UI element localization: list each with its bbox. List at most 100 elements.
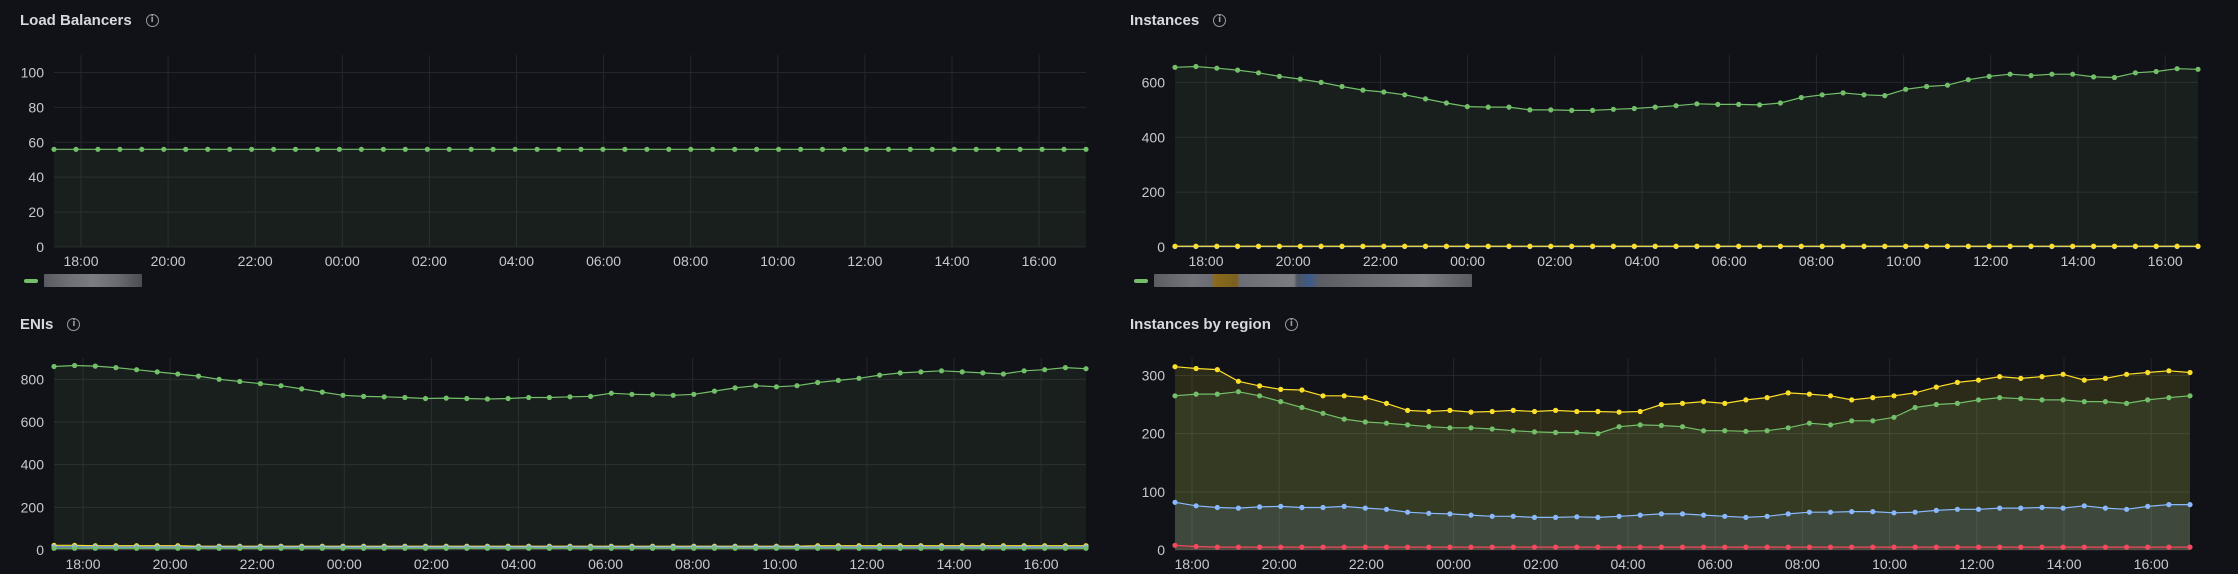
data-point[interactable] — [1531, 544, 1538, 550]
data-point[interactable] — [299, 386, 305, 392]
data-point[interactable] — [1849, 418, 1855, 424]
data-point[interactable] — [1861, 243, 1867, 249]
data-point[interactable] — [2187, 502, 2193, 508]
data-point[interactable] — [1214, 391, 1220, 397]
data-point[interactable] — [2102, 544, 2108, 550]
data-point[interactable] — [216, 545, 222, 551]
data-point[interactable] — [1443, 243, 1449, 249]
data-point[interactable] — [1924, 83, 1930, 90]
data-point[interactable] — [841, 146, 848, 152]
data-point[interactable] — [299, 545, 305, 551]
data-point[interactable] — [183, 146, 189, 152]
data-point[interactable] — [1631, 105, 1637, 112]
data-point[interactable] — [1193, 365, 1199, 372]
data-point[interactable] — [1637, 408, 1643, 415]
data-point[interactable] — [1882, 93, 1888, 99]
data-point[interactable] — [1652, 104, 1658, 110]
data-point[interactable] — [2132, 243, 2138, 249]
data-point[interactable] — [1548, 243, 1554, 249]
data-point[interactable] — [1214, 367, 1220, 373]
data-point[interactable] — [154, 369, 160, 375]
data-point[interactable] — [2102, 399, 2108, 405]
data-point[interactable] — [1214, 65, 1220, 71]
data-point[interactable] — [567, 394, 573, 400]
data-point[interactable] — [1447, 407, 1453, 413]
data-point[interactable] — [484, 545, 490, 551]
data-point[interactable] — [794, 383, 800, 389]
data-point[interactable] — [1257, 393, 1263, 399]
legend[interactable] — [24, 274, 142, 287]
data-point[interactable] — [1840, 243, 1846, 249]
data-point[interactable] — [951, 146, 957, 152]
data-point[interactable] — [1798, 94, 1804, 101]
data-point[interactable] — [1193, 391, 1199, 397]
data-point[interactable] — [402, 545, 408, 551]
data-point[interactable] — [1360, 87, 1366, 93]
data-point[interactable] — [2145, 397, 2151, 403]
data-point[interactable] — [1553, 544, 1559, 550]
data-point[interactable] — [1694, 243, 1700, 249]
data-point[interactable] — [1743, 428, 1749, 434]
data-point[interactable] — [1061, 146, 1067, 152]
data-point[interactable] — [2049, 71, 2055, 77]
data-point[interactable] — [995, 146, 1001, 152]
data-point[interactable] — [1172, 364, 1178, 370]
data-point[interactable] — [1715, 101, 1721, 107]
data-point[interactable] — [1039, 146, 1045, 152]
data-point[interactable] — [1426, 544, 1432, 550]
data-point[interactable] — [938, 545, 945, 551]
data-point[interactable] — [1861, 92, 1867, 98]
data-point[interactable] — [1062, 365, 1068, 371]
data-point[interactable] — [484, 396, 490, 402]
data-point[interactable] — [1426, 408, 1432, 415]
data-point[interactable] — [51, 146, 57, 152]
data-point[interactable] — [1827, 509, 1834, 515]
data-point[interactable] — [1447, 544, 1453, 550]
data-point[interactable] — [1257, 544, 1263, 550]
data-point[interactable] — [1933, 384, 1939, 390]
data-point[interactable] — [1785, 511, 1791, 517]
data-point[interactable] — [1318, 243, 1324, 249]
data-point[interactable] — [1362, 419, 1368, 425]
data-point[interactable] — [2166, 544, 2172, 550]
data-point[interactable] — [1235, 505, 1241, 511]
data-point[interactable] — [1849, 544, 1855, 550]
data-point[interactable] — [1257, 383, 1263, 389]
data-point[interactable] — [1276, 73, 1282, 79]
data-point[interactable] — [278, 545, 284, 551]
data-point[interactable] — [556, 146, 562, 152]
data-point[interactable] — [650, 545, 656, 551]
data-point[interactable] — [980, 370, 986, 376]
data-point[interactable] — [1785, 390, 1791, 396]
data-point[interactable] — [1383, 420, 1390, 426]
data-point[interactable] — [754, 146, 760, 152]
data-point[interactable] — [381, 545, 387, 551]
data-point[interactable] — [1933, 507, 1939, 513]
data-point[interactable] — [1489, 513, 1495, 519]
data-point[interactable] — [2081, 503, 2087, 509]
data-point[interactable] — [1447, 425, 1453, 431]
data-point[interactable] — [2102, 505, 2108, 511]
data-point[interactable] — [2124, 506, 2130, 512]
data-point[interactable] — [117, 146, 123, 152]
data-point[interactable] — [608, 545, 614, 551]
data-point[interactable] — [2174, 243, 2180, 249]
data-point[interactable] — [578, 146, 584, 152]
data-point[interactable] — [1806, 420, 1812, 426]
data-point[interactable] — [1975, 397, 1982, 403]
data-point[interactable] — [1341, 416, 1347, 422]
data-point[interactable] — [588, 545, 594, 551]
data-point[interactable] — [1944, 243, 1951, 249]
data-point[interactable] — [237, 378, 243, 385]
data-point[interactable] — [1652, 243, 1658, 249]
data-point[interactable] — [73, 146, 79, 152]
data-point[interactable] — [1468, 544, 1474, 550]
data-point[interactable] — [1975, 506, 1982, 512]
data-point[interactable] — [1362, 395, 1368, 401]
data-point[interactable] — [1997, 374, 2003, 380]
data-point[interactable] — [959, 545, 965, 551]
data-point[interactable] — [1997, 395, 2003, 401]
data-point[interactable] — [1785, 544, 1791, 550]
data-point[interactable] — [1722, 428, 1728, 434]
data-point[interactable] — [622, 146, 628, 152]
